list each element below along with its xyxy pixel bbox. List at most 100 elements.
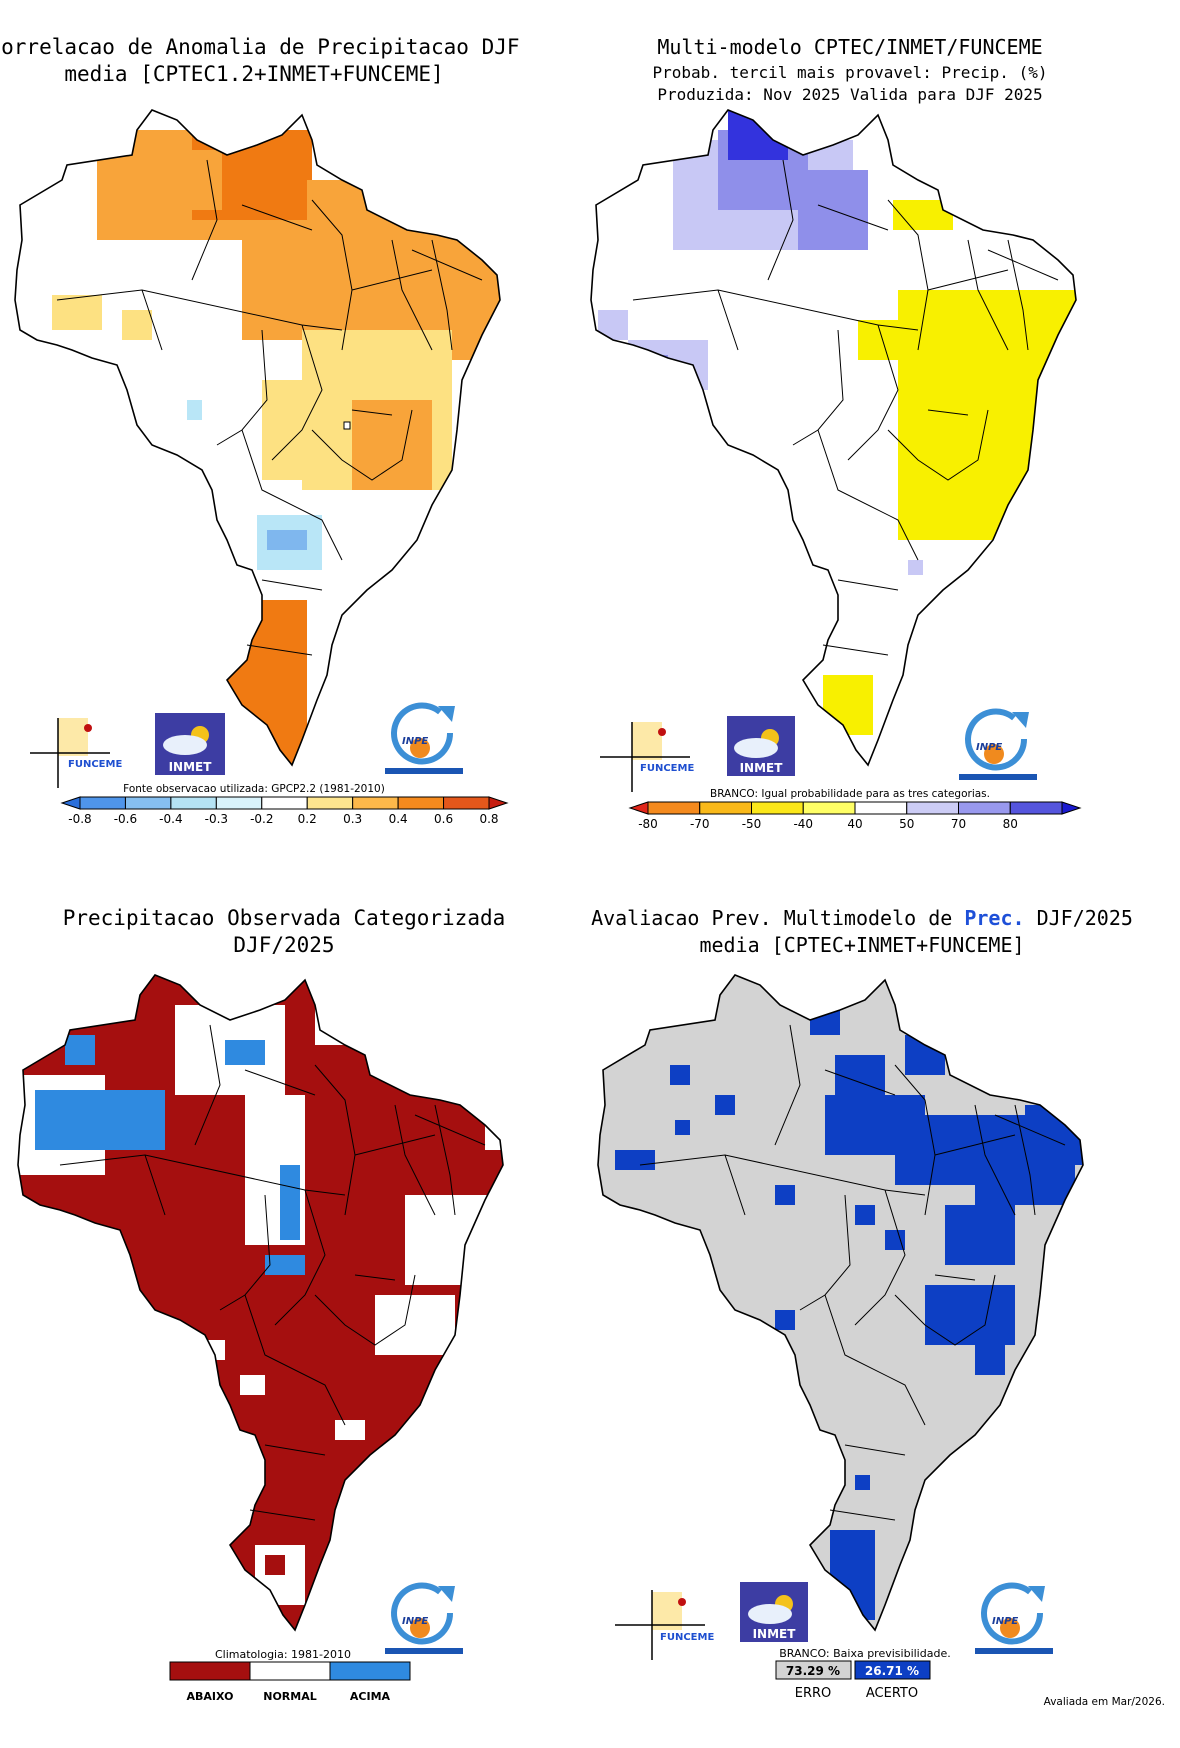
correlation-title-line2: media [CPTEC1.2+INMET+FUNCEME] [64, 62, 443, 86]
forecast-note: BRANCO: Igual probabilidade para as tres… [710, 788, 990, 800]
forecast-colorbar-label: 40 [847, 817, 862, 831]
correlation-colorbar-swatch [170, 796, 217, 810]
forecast-colorbar-label: 50 [899, 817, 914, 831]
error-value: 73.29 % [786, 1664, 840, 1678]
correlation-colorbar-swatch [124, 796, 172, 810]
correlation-colorbar-swatch [352, 796, 399, 810]
observed-legend-swatch [329, 1661, 411, 1681]
forecast-colorbar-swatch [699, 801, 752, 815]
correlation-colorbar-arrow-right [488, 796, 509, 810]
inpe-logo-evaluation-text: INPE [992, 1616, 1018, 1627]
evaluation-title-highlight: Prec. [964, 906, 1024, 930]
correlation-colorbar-label: -0.4 [159, 812, 182, 826]
inpe-logo-forecast: INPE [959, 708, 1037, 780]
evaluation-title-line2: media [CPTEC+INMET+FUNCEME] [699, 933, 1024, 957]
error-box [775, 1660, 852, 1680]
inpe-logo-observed-text: INPE [402, 1616, 428, 1627]
correlation-title-line1: Correlacao de Anomalia de Precipitacao D… [0, 35, 520, 59]
funceme-logo-forecast-text: FUNCEME [640, 763, 694, 774]
observed-title-line2: DJF/2025 [233, 933, 334, 957]
correlation-colorbar-swatch [261, 796, 308, 810]
correlation-colorbar-swatch [443, 796, 490, 810]
forecast-colorbar: -80 -70 -50 -40 40 50 70 80 [628, 801, 1082, 831]
evaluation-date: Avaliada em Mar/2026. [1044, 1696, 1165, 1708]
observed-map-field [18, 985, 503, 1605]
forecast-title-line3: Produzida: Nov 2025 Valida para DJF 2025 [657, 85, 1042, 104]
forecast-colorbar-label: -50 [742, 817, 762, 831]
inpe-logo: INPE [385, 702, 463, 774]
observed-legend: ABAIXO NORMAL ACIMA [169, 1661, 411, 1703]
forecast-title-line1: Multi-modelo CPTEC/INMET/FUNCEME [657, 35, 1042, 59]
inmet-logo-evaluation-text: INMET [753, 1627, 797, 1641]
funceme-logo-text: FUNCEME [68, 759, 122, 770]
hit-box [854, 1660, 931, 1680]
panel-forecast: Multi-modelo CPTEC/INMET/FUNCEME Probab.… [590, 35, 1082, 831]
correlation-source-note: Fonte observacao utilizada: GPCP2.2 (198… [123, 783, 385, 795]
evaluation-map [597, 974, 1084, 1631]
forecast-colorbar-swatch [958, 801, 1011, 815]
correlation-colorbar-label: -0.3 [205, 812, 228, 826]
forecast-colorbar-swatch [802, 801, 856, 815]
correlation-colorbar-label: 0.2 [298, 812, 317, 826]
observed-legend-label: ACIMA [350, 1690, 391, 1703]
correlation-map [14, 109, 501, 766]
forecast-colorbar-swatch [854, 801, 908, 815]
correlation-map-field [52, 130, 500, 765]
forecast-colorbar-label: 80 [1003, 817, 1018, 831]
forecast-map [590, 109, 1077, 766]
correlation-colorbar-label: 0.3 [343, 812, 362, 826]
error-label: ERRO [795, 1686, 832, 1701]
funceme-logo-forecast: FUNCEME [600, 722, 694, 792]
observed-legend-label: ABAIXO [187, 1690, 234, 1703]
forecast-colorbar-swatch [906, 801, 959, 815]
observed-title-line1: Precipitacao Observada Categorizada [63, 906, 506, 930]
inpe-logo-text: INPE [402, 736, 428, 747]
correlation-colorbar-swatch [79, 796, 126, 810]
forecast-colorbar-label: -40 [793, 817, 813, 831]
forecast-title-line2: Probab. tercil mais provavel: Precip. (%… [653, 63, 1048, 82]
hit-label: ACERTO [866, 1686, 918, 1701]
correlation-colorbar-arrow-left [60, 796, 81, 810]
funceme-logo-evaluation: FUNCEME [615, 1590, 714, 1660]
evaluation-title-suffix: DJF/2025 [1025, 906, 1133, 930]
inmet-logo-text: INMET [169, 760, 213, 774]
correlation-colorbar-swatch [397, 796, 445, 810]
evaluation-title-prefix: Avaliacao Prev. Multimodelo de [591, 906, 964, 930]
observed-legend-swatch [249, 1661, 331, 1681]
correlation-colorbar-swatch [306, 796, 354, 810]
hit-value: 26.71 % [865, 1664, 919, 1678]
funceme-logo-evaluation-text: FUNCEME [660, 1632, 714, 1643]
correlation-colorbar-label: 0.6 [434, 812, 453, 826]
inmet-logo: INMET [155, 713, 225, 775]
inmet-logo-evaluation: INMET [740, 1582, 808, 1642]
forecast-colorbar-swatch [1009, 801, 1063, 815]
correlation-colorbar-swatch [215, 796, 263, 810]
inpe-logo-observed: INPE [385, 1582, 463, 1654]
inmet-logo-forecast-text: INMET [740, 761, 784, 775]
observed-climatology: Climatologia: 1981-2010 [215, 1648, 351, 1661]
inpe-logo-evaluation: INPE [975, 1582, 1053, 1654]
inpe-logo-forecast-text: INPE [976, 742, 1002, 753]
observed-map [17, 974, 504, 1631]
correlation-colorbar-label: -0.8 [68, 812, 91, 826]
funceme-logo: FUNCEME [30, 718, 122, 788]
observed-legend-label: NORMAL [263, 1690, 317, 1703]
correlation-colorbar: -0.8 -0.6 -0.4 -0.3 -0.2 0.2 0.3 0.4 0.6 0.8 [60, 796, 509, 826]
evaluation-title-line1: Avaliacao Prev. Multimodelo de Prec. DJF… [591, 906, 1133, 930]
inmet-logo-forecast: INMET [727, 716, 795, 776]
forecast-colorbar-arrow-right [1061, 801, 1082, 815]
correlation-colorbar-label: -0.2 [250, 812, 273, 826]
evaluation-note: BRANCO: Baixa previsibilidade. [779, 1647, 950, 1660]
panel-observed: Precipitacao Observada Categorizada DJF/… [17, 906, 506, 1703]
forecast-colorbar-arrow-left [628, 801, 649, 815]
forecast-colorbar-label: -80 [638, 817, 658, 831]
panel-correlation: Correlacao de Anomalia de Precipitacao D… [0, 35, 520, 826]
panel-evaluation: Avaliacao Prev. Multimodelo de Prec. DJF… [591, 906, 1165, 1708]
observed-legend-swatch [169, 1661, 251, 1681]
forecast-colorbar-label: -70 [690, 817, 710, 831]
correlation-colorbar-label: 0.8 [479, 812, 498, 826]
forecast-colorbar-swatch [751, 801, 804, 815]
forecast-colorbar-label: 70 [951, 817, 966, 831]
forecast-colorbar-swatch [647, 801, 701, 815]
